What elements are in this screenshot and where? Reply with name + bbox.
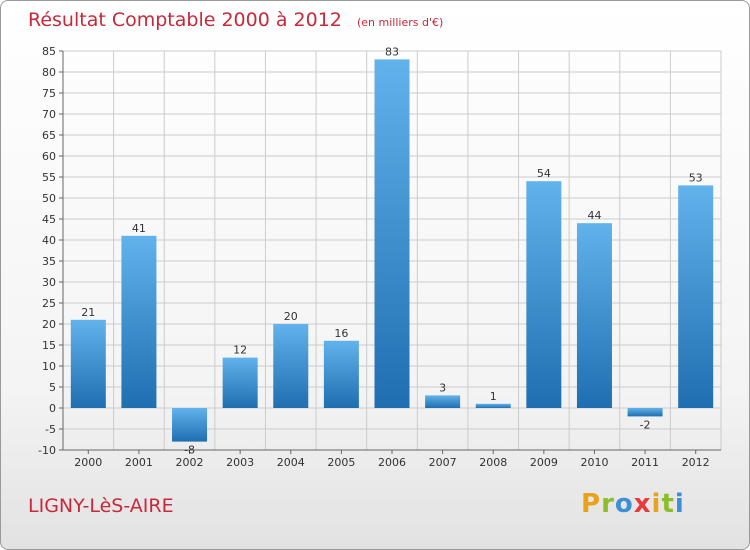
x-tick-label: 2001: [125, 456, 153, 469]
x-tick-label: 2011: [631, 456, 659, 469]
logo-letter: P: [581, 489, 602, 519]
bar: [374, 59, 410, 409]
bar: [70, 319, 106, 408]
data-label: 20: [284, 310, 298, 323]
bar: [576, 223, 612, 408]
y-tick-label: 0: [49, 402, 56, 415]
labels: -10 -5 0 5 10 15 20 25 30 35 40 45 50 55 60 65 70 75 80 85 2…: [38, 45, 710, 469]
bar: [323, 340, 359, 408]
data-label: 83: [385, 45, 399, 58]
data-label: 1: [490, 390, 497, 403]
logo-letter: x: [633, 489, 652, 519]
x-tick-label: 2004: [277, 456, 305, 469]
y-tick-label: 50: [42, 192, 56, 205]
logo-letter: i: [674, 489, 685, 519]
logo-letter: i: [651, 489, 662, 519]
y-tick-label: -10: [38, 444, 56, 457]
data-label: 21: [81, 306, 95, 319]
bar: [526, 181, 562, 408]
y-tick-label: 60: [42, 150, 56, 163]
y-tick-label: 65: [42, 129, 56, 142]
y-tick-label: 15: [42, 339, 56, 352]
bar: [678, 185, 714, 408]
logo-letter: t: [661, 489, 675, 519]
data-label: 54: [537, 167, 551, 180]
x-tick-label: 2012: [682, 456, 710, 469]
bar: [475, 403, 511, 408]
x-tick-label: 2007: [429, 456, 457, 469]
data-label: 53: [689, 171, 703, 184]
x-tick-label: 2002: [176, 456, 204, 469]
x-tick-label: 2009: [530, 456, 558, 469]
y-tick-label: 55: [42, 171, 56, 184]
bar: [627, 408, 663, 417]
y-tick-label: 80: [42, 66, 56, 79]
x-tick-label: 2005: [327, 456, 355, 469]
chart-title: Résultat Comptable 2000 à 2012: [28, 9, 342, 31]
y-tick-label: 30: [42, 276, 56, 289]
logo-letter: o: [614, 489, 634, 519]
y-tick-label: 20: [42, 318, 56, 331]
y-tick-label: 40: [42, 234, 56, 247]
data-label: 12: [233, 344, 247, 357]
title-row: Résultat Comptable 2000 à 2012 (en milli…: [28, 9, 443, 31]
y-tick-label: 10: [42, 360, 56, 373]
data-label: 44: [587, 209, 601, 222]
bar: [172, 408, 208, 442]
axes: [59, 50, 721, 454]
data-label: 3: [439, 381, 446, 394]
data-label: -2: [640, 418, 651, 431]
data-label: 16: [334, 327, 348, 340]
x-tick-label: 2003: [226, 456, 254, 469]
x-tick-label: 2000: [74, 456, 102, 469]
y-tick-label: -5: [45, 423, 56, 436]
bar: [222, 357, 258, 408]
y-tick-label: 35: [42, 255, 56, 268]
data-label: -8: [184, 444, 195, 457]
y-tick-label: 25: [42, 297, 56, 310]
x-tick-label: 2008: [479, 456, 507, 469]
x-tick-label: 2006: [378, 456, 406, 469]
bar: [273, 324, 309, 408]
y-tick-label: 70: [42, 108, 56, 121]
bars: [70, 59, 714, 442]
y-tick-label: 85: [42, 45, 56, 58]
commune-name: LIGNY-LèS-AIRE: [28, 495, 174, 517]
bar: [425, 395, 461, 408]
chart-subtitle: (en milliers d'€): [356, 16, 444, 29]
proxiti-logo[interactable]: Proxiti: [581, 489, 685, 519]
y-tick-label: 45: [42, 213, 56, 226]
x-tick-label: 2010: [580, 456, 608, 469]
bar: [121, 235, 157, 408]
data-label: 41: [132, 222, 146, 235]
y-tick-label: 5: [49, 381, 56, 394]
logo-letter: r: [601, 489, 615, 519]
y-tick-label: 75: [42, 87, 56, 100]
